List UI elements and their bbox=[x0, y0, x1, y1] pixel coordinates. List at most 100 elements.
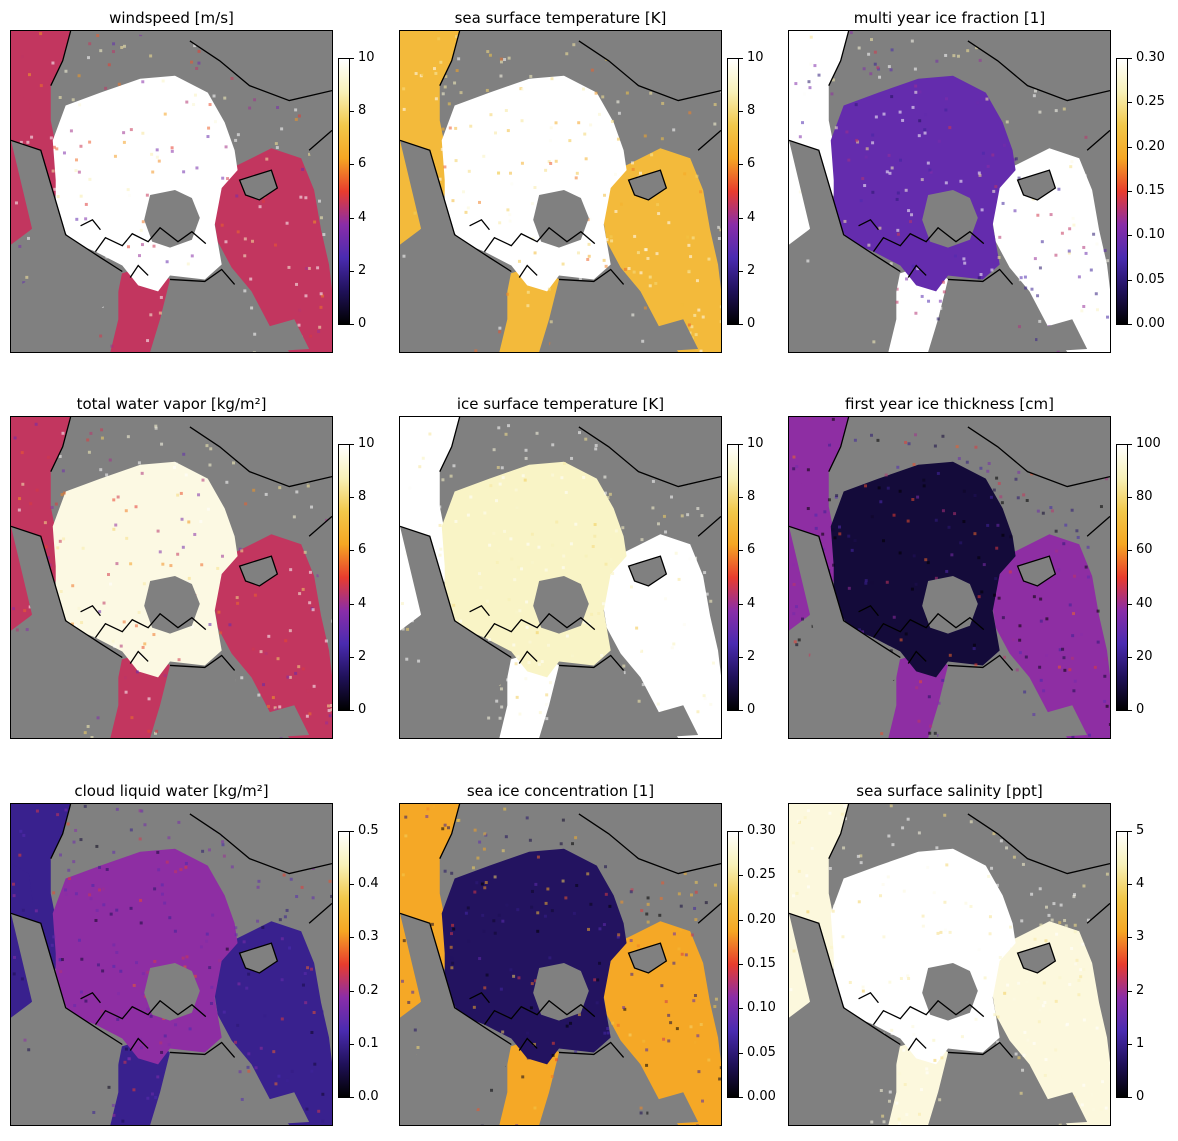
polar-map bbox=[399, 803, 722, 1126]
polar-map-plot bbox=[789, 417, 1110, 738]
colorbar-tick-mark bbox=[739, 324, 743, 325]
colorbar-tick-mark bbox=[1128, 324, 1132, 325]
colorbar-tick-mark bbox=[739, 271, 743, 272]
polar-map-plot bbox=[400, 417, 721, 738]
colorbar bbox=[1116, 444, 1128, 711]
polar-map bbox=[10, 416, 333, 739]
colorbar-tick-mark bbox=[350, 604, 354, 605]
colorbar-tick-label: 10 bbox=[358, 51, 375, 65]
colorbar-tick-mark bbox=[1128, 657, 1132, 658]
colorbar-tick-label: 0.25 bbox=[747, 868, 776, 882]
colorbar-tick-label: 0 bbox=[1136, 1090, 1144, 1104]
colorbar-tick-mark bbox=[1128, 497, 1132, 498]
colorbar-tick-mark bbox=[1128, 147, 1132, 148]
colorbar-tick-label: 0.05 bbox=[747, 1046, 776, 1060]
colorbar-tick-mark bbox=[1128, 444, 1132, 445]
colorbar-tick-label: 8 bbox=[358, 104, 366, 118]
colorbar-tick-mark bbox=[1128, 280, 1132, 281]
colorbar-tick-label: 0.10 bbox=[1136, 228, 1165, 242]
colorbar bbox=[727, 444, 739, 711]
colorbar-tick-mark bbox=[1128, 102, 1132, 103]
colorbar-tick-label: 0.15 bbox=[1136, 184, 1165, 198]
colorbar-tick-label: 0.30 bbox=[1136, 51, 1165, 65]
chart-title: multi year ice fraction [1] bbox=[788, 8, 1111, 28]
colorbar bbox=[1116, 58, 1128, 325]
colorbar-tick-label: 0 bbox=[747, 317, 755, 331]
colorbar-tick-label: 0.2 bbox=[358, 984, 379, 998]
colorbar-tick-mark bbox=[350, 58, 354, 59]
chart-title: windspeed [m/s] bbox=[10, 8, 333, 28]
colorbar-tick-label: 0.10 bbox=[747, 1001, 776, 1015]
colorbar-tick-label: 8 bbox=[358, 490, 366, 504]
colorbar-tick-mark bbox=[739, 964, 743, 965]
colorbar-tick-mark bbox=[1128, 831, 1132, 832]
colorbar-tick-mark bbox=[350, 111, 354, 112]
colorbar-tick-mark bbox=[739, 58, 743, 59]
colorbar-tick-mark bbox=[350, 1044, 354, 1045]
polar-map-plot bbox=[11, 31, 332, 352]
colorbar-tick-label: 0.20 bbox=[1136, 140, 1165, 154]
colorbar-tick-label: 0.3 bbox=[358, 930, 379, 944]
colorbar-tick-label: 2 bbox=[747, 264, 755, 278]
colorbar-tick-mark bbox=[1128, 1097, 1132, 1098]
colorbar-tick-mark bbox=[350, 657, 354, 658]
pole-hole bbox=[922, 963, 978, 1021]
colorbar-tick-mark bbox=[739, 831, 743, 832]
chart-title: total water vapor [kg/m²] bbox=[10, 394, 333, 414]
colorbar-tick-mark bbox=[1128, 937, 1132, 938]
colorbar-tick-label: 0 bbox=[358, 317, 366, 331]
polar-map-plot bbox=[11, 417, 332, 738]
colorbar-tick-label: 4 bbox=[358, 211, 366, 225]
colorbar-tick-label: 10 bbox=[358, 437, 375, 451]
colorbar-tick-label: 6 bbox=[747, 157, 755, 171]
colorbar-tick-label: 6 bbox=[358, 157, 366, 171]
polar-map bbox=[788, 803, 1111, 1126]
pole-hole bbox=[144, 190, 200, 248]
colorbar-tick-label: 80 bbox=[1136, 490, 1153, 504]
colorbar-tick-label: 0 bbox=[1136, 703, 1144, 717]
colorbar-tick-mark bbox=[739, 710, 743, 711]
chart-title: sea surface salinity [ppt] bbox=[788, 781, 1111, 801]
colorbar-tick-label: 0.0 bbox=[358, 1090, 379, 1104]
colorbar-tick-label: 0.00 bbox=[747, 1090, 776, 1104]
polar-map-plot bbox=[400, 31, 721, 352]
colorbar-tick-mark bbox=[1128, 884, 1132, 885]
colorbar-tick-label: 1 bbox=[1136, 1037, 1144, 1051]
colorbar-tick-label: 8 bbox=[747, 490, 755, 504]
colorbar-tick-mark bbox=[739, 497, 743, 498]
colorbar-tick-label: 2 bbox=[1136, 984, 1144, 998]
pole-hole bbox=[533, 963, 589, 1021]
colorbar-tick-mark bbox=[1128, 550, 1132, 551]
colorbar-tick-mark bbox=[350, 164, 354, 165]
colorbar-tick-label: 5 bbox=[1136, 824, 1144, 838]
colorbar-tick-label: 0.05 bbox=[1136, 273, 1165, 287]
pole-hole bbox=[922, 190, 978, 248]
colorbar-tick-label: 20 bbox=[1136, 650, 1153, 664]
colorbar-tick-mark bbox=[739, 550, 743, 551]
colorbar-tick-mark bbox=[739, 604, 743, 605]
colorbar-tick-label: 2 bbox=[358, 650, 366, 664]
colorbar-tick-label: 10 bbox=[747, 51, 764, 65]
colorbar bbox=[1116, 831, 1128, 1098]
polar-map bbox=[399, 416, 722, 739]
colorbar-tick-mark bbox=[350, 497, 354, 498]
colorbar-tick-mark bbox=[1128, 604, 1132, 605]
pole-hole bbox=[922, 576, 978, 634]
colorbar-tick-mark bbox=[739, 875, 743, 876]
colorbar-tick-label: 0 bbox=[747, 703, 755, 717]
colorbar-tick-label: 0.1 bbox=[358, 1037, 379, 1051]
colorbar-tick-label: 2 bbox=[747, 650, 755, 664]
polar-map bbox=[10, 30, 333, 353]
chart-title: sea surface temperature [K] bbox=[399, 8, 722, 28]
colorbar-tick-label: 100 bbox=[1136, 437, 1161, 451]
polar-map bbox=[788, 416, 1111, 739]
colorbar-tick-mark bbox=[350, 550, 354, 551]
colorbar-tick-mark bbox=[350, 1097, 354, 1098]
